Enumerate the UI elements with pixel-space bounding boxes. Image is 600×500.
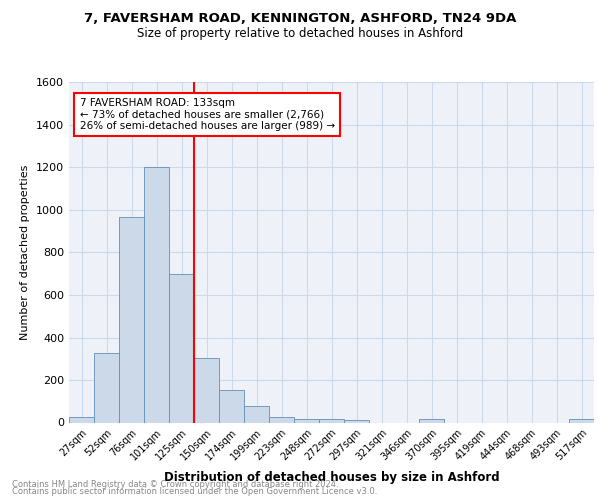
Bar	[69, 416, 94, 422]
X-axis label: Distribution of detached houses by size in Ashford: Distribution of detached houses by size …	[164, 470, 499, 484]
Bar	[244, 406, 269, 422]
Bar	[119, 218, 144, 422]
Bar	[219, 390, 244, 422]
Text: Contains public sector information licensed under the Open Government Licence v3: Contains public sector information licen…	[12, 487, 377, 496]
Text: 7 FAVERSHAM ROAD: 133sqm
← 73% of detached houses are smaller (2,766)
26% of sem: 7 FAVERSHAM ROAD: 133sqm ← 73% of detach…	[79, 98, 335, 131]
Bar	[194, 358, 219, 422]
Bar	[344, 420, 369, 422]
Bar	[294, 418, 319, 422]
Text: 7, FAVERSHAM ROAD, KENNINGTON, ASHFORD, TN24 9DA: 7, FAVERSHAM ROAD, KENNINGTON, ASHFORD, …	[84, 12, 516, 26]
Bar	[419, 420, 444, 422]
Bar	[319, 420, 344, 422]
Bar	[169, 274, 194, 422]
Text: Contains HM Land Registry data © Crown copyright and database right 2024.: Contains HM Land Registry data © Crown c…	[12, 480, 338, 489]
Y-axis label: Number of detached properties: Number of detached properties	[20, 165, 31, 340]
Bar	[94, 354, 119, 422]
Bar	[569, 420, 594, 422]
Bar	[144, 168, 169, 422]
Text: Size of property relative to detached houses in Ashford: Size of property relative to detached ho…	[137, 28, 463, 40]
Bar	[269, 416, 294, 422]
